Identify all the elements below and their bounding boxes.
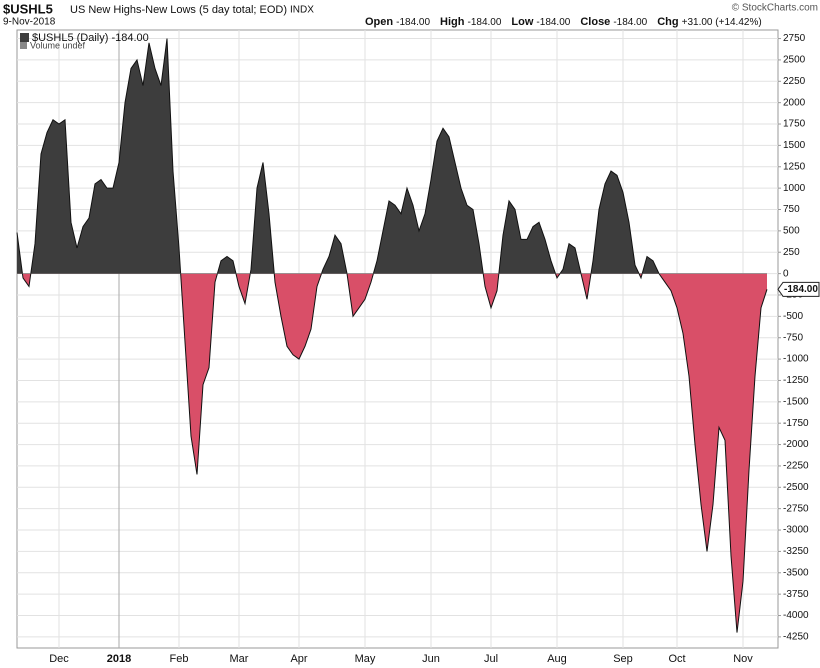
y-tick-label: 500 bbox=[783, 226, 800, 237]
date: 9-Nov-2018 bbox=[3, 17, 56, 28]
x-tick-label: Sep bbox=[613, 653, 633, 665]
quote-label: Chg bbox=[657, 16, 678, 28]
y-tick-label: 1000 bbox=[783, 183, 806, 194]
y-tick-label: -500 bbox=[783, 311, 803, 322]
x-tick-label: Jun bbox=[422, 653, 440, 665]
y-tick-label: -4000 bbox=[783, 610, 809, 621]
x-tick-label: Dec bbox=[49, 653, 69, 665]
x-tick-label: Apr bbox=[290, 653, 307, 665]
exchange: INDX bbox=[290, 5, 314, 16]
x-tick-label: 2018 bbox=[107, 653, 131, 665]
y-tick-label: 2750 bbox=[783, 33, 806, 44]
y-tick-label: -1000 bbox=[783, 354, 809, 365]
quote: Open -184.00 High -184.00 Low -184.00 Close -18… bbox=[365, 16, 762, 28]
y-tick-label: -1250 bbox=[783, 375, 809, 386]
y-tick-label: -3750 bbox=[783, 589, 809, 600]
legend-swatch bbox=[20, 33, 29, 42]
legend-entry: $USHL5 (Daily) -184.00 bbox=[32, 32, 149, 44]
y-tick-label: -2750 bbox=[783, 503, 809, 514]
quote-value: -184.00 bbox=[468, 17, 502, 28]
y-tick-label: 1750 bbox=[783, 119, 806, 130]
y-tick-label: -2000 bbox=[783, 439, 809, 450]
quote-value: -184.00 bbox=[613, 17, 647, 28]
y-tick-label: -1750 bbox=[783, 418, 809, 429]
last-value-label: -184.00 bbox=[784, 284, 818, 295]
line bbox=[16, 38, 768, 633]
y-tick-label: 2250 bbox=[783, 76, 806, 87]
y-tick-label: 0 bbox=[783, 268, 789, 279]
x-tick-label: May bbox=[355, 653, 376, 665]
y-tick-label: -2250 bbox=[783, 461, 809, 472]
quote-label: Close bbox=[580, 16, 610, 28]
x-tick-label: Oct bbox=[668, 653, 685, 665]
y-tick-label: -4250 bbox=[783, 632, 809, 643]
x-tick-label: Mar bbox=[230, 653, 249, 665]
y-tick-label: 1250 bbox=[783, 161, 806, 172]
series-name: US New Highs-New Lows (5 day total; EOD) bbox=[70, 4, 287, 16]
x-tick-label: Feb bbox=[170, 653, 189, 665]
y-tick-label: -750 bbox=[783, 332, 803, 343]
y-tick-label: -1500 bbox=[783, 396, 809, 407]
y-tick-label: -2500 bbox=[783, 482, 809, 493]
y-tick-label: 2500 bbox=[783, 55, 806, 66]
quote-label: High bbox=[440, 16, 465, 28]
y-tick-label: -3000 bbox=[783, 525, 809, 536]
y-tick-label: 2000 bbox=[783, 97, 806, 108]
symbol: $USHL5 bbox=[3, 1, 53, 16]
y-tick-label: -3250 bbox=[783, 546, 809, 557]
x-tick-label: Jul bbox=[484, 653, 498, 665]
quote-value: -184.00 bbox=[536, 17, 570, 28]
quote-value: +31.00 (+14.42%) bbox=[682, 17, 762, 28]
quote-value: -184.00 bbox=[396, 17, 430, 28]
x-tick-label: Aug bbox=[547, 653, 567, 665]
quote-label: Open bbox=[365, 16, 393, 28]
legend-entry: Volume undef bbox=[30, 40, 86, 50]
last-value-box bbox=[777, 281, 820, 297]
legend-swatch bbox=[20, 42, 27, 49]
copyright: © StockCharts.com bbox=[732, 3, 818, 14]
y-tick-label: 750 bbox=[783, 204, 800, 215]
x-tick-label: Nov bbox=[733, 653, 753, 665]
y-tick-label: 1500 bbox=[783, 140, 806, 151]
y-tick-label: 250 bbox=[783, 247, 800, 258]
quote-label: Low bbox=[511, 16, 533, 28]
y-tick-label: -3500 bbox=[783, 567, 809, 578]
